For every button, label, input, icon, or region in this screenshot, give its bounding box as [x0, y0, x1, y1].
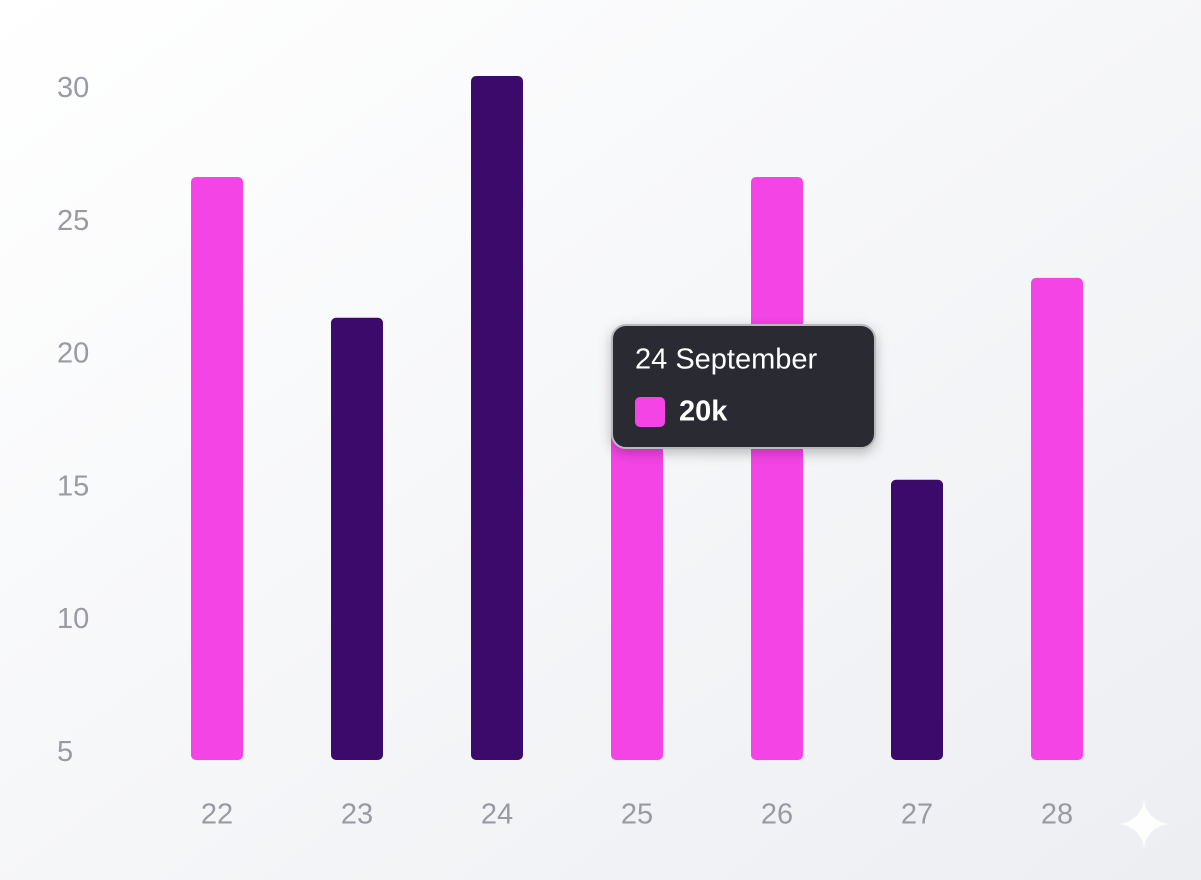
- x-tick-label: 26: [761, 799, 793, 831]
- sparkle-icon: [1120, 800, 1168, 848]
- bar: [611, 354, 663, 760]
- y-tick-label: 15: [57, 470, 89, 502]
- y-tick-label: 10: [57, 603, 89, 635]
- bar: [331, 317, 383, 760]
- bar: [891, 479, 943, 760]
- x-tick-label: 23: [341, 799, 373, 831]
- x-tick-label: 24: [481, 799, 513, 831]
- bar: [751, 176, 803, 760]
- x-tick-label: 28: [1041, 799, 1073, 831]
- bar: [1031, 277, 1083, 760]
- bar: [191, 176, 243, 760]
- x-tick-label: 27: [901, 799, 933, 831]
- tooltip-box: [611, 324, 876, 449]
- tooltip-value: 20k: [679, 396, 728, 428]
- x-tick-label: 22: [201, 799, 233, 831]
- tooltip-title: 24 September: [635, 344, 818, 376]
- tooltip-swatch: [635, 397, 665, 427]
- x-tick-label: 25: [621, 799, 653, 831]
- y-tick-label: 30: [57, 72, 89, 104]
- y-tick-label: 25: [57, 205, 89, 237]
- y-tick-label: 5: [57, 736, 73, 768]
- y-tick-label: 20: [57, 338, 89, 370]
- bar: [471, 76, 523, 760]
- tooltip: [611, 324, 876, 449]
- plot: 5 10 15 20 25 30 22 23 24 25 26 27 28: [57, 72, 1083, 831]
